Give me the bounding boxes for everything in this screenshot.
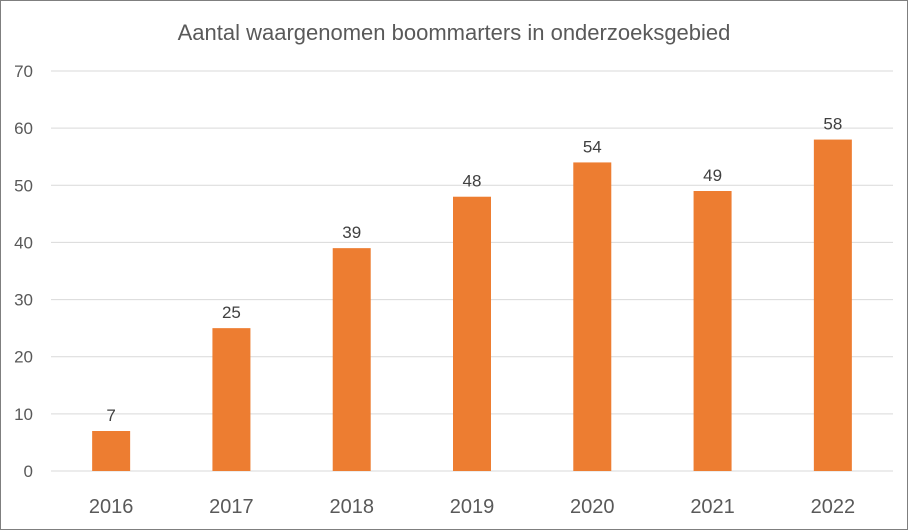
data-labels: 7 25 39 48 54 49 58 (106, 115, 842, 425)
y-tick-label: 30 (14, 291, 33, 310)
bars (92, 139, 852, 472)
x-tick-label: 2016 (89, 496, 134, 518)
bar (813, 139, 852, 472)
x-tick-label: 2021 (690, 496, 735, 518)
data-label: 7 (106, 406, 115, 425)
x-tick-label: 2022 (811, 496, 856, 518)
bar (92, 431, 131, 471)
data-label: 25 (222, 303, 241, 322)
y-tick-label: 60 (14, 119, 33, 138)
bar (212, 328, 251, 471)
x-tick-label: 2018 (329, 496, 374, 518)
bar (573, 162, 612, 471)
x-tick-label: 2020 (570, 496, 615, 518)
y-tick-label: 10 (14, 405, 33, 424)
bar (693, 191, 732, 471)
x-tick-label: 2019 (450, 496, 495, 518)
bar (453, 196, 491, 471)
data-label: 54 (583, 137, 602, 156)
y-axis-ticks: 0 10 20 30 40 50 60 70 (14, 62, 33, 481)
data-label: 49 (703, 166, 722, 185)
x-axis-ticks: 2016 2017 2018 2019 2020 2021 2022 (89, 496, 855, 518)
y-tick-label: 40 (14, 233, 33, 252)
x-tick-label: 2017 (209, 496, 254, 518)
chart-title: Aantal waargenomen boommarters in onderz… (178, 20, 731, 45)
data-label: 48 (463, 172, 482, 191)
data-label: 58 (823, 115, 842, 134)
y-tick-label: 0 (24, 462, 33, 481)
y-tick-label: 50 (14, 176, 33, 195)
data-label: 39 (342, 223, 361, 242)
bar (332, 248, 371, 471)
y-tick-label: 20 (14, 348, 33, 367)
y-tick-label: 70 (14, 62, 33, 81)
